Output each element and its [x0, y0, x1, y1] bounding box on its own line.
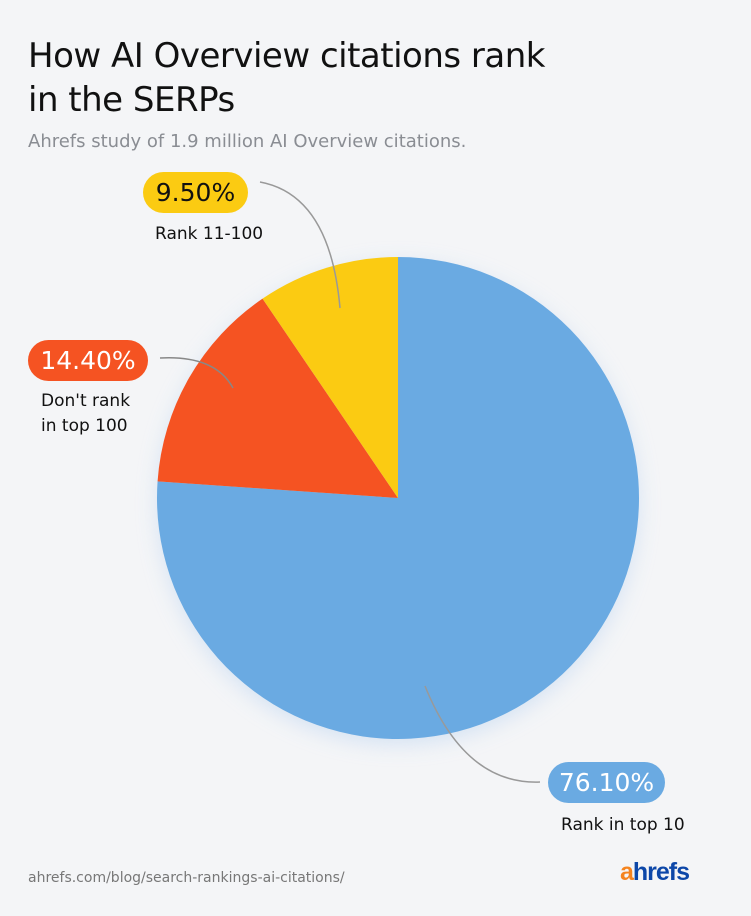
- pie-slice-rank-11-100: [262, 257, 398, 498]
- leader-line-top-10: [424, 685, 541, 783]
- title-line-2: in the SERPs: [28, 80, 235, 120]
- pie-slice-rank-in-top-10: [156, 257, 639, 739]
- title-line-1: How AI Overview citations rank: [28, 36, 545, 76]
- chart-subtitle: Ahrefs study of 1.9 million AI Overview …: [28, 131, 467, 152]
- source-url: ahrefs.com/blog/search-rankings-ai-citat…: [28, 870, 345, 886]
- logo-a: a: [620, 858, 634, 886]
- data-label-top-10: 76.10%: [548, 762, 665, 803]
- leader-line-dont-rank: [159, 357, 234, 389]
- chart-title: How AI Overview citations rank in the SER…: [28, 34, 545, 122]
- leader-line-rank-11-100: [259, 181, 341, 309]
- slice-label-rank-11-100: Rank 11-100: [155, 224, 264, 244]
- data-label-rank-11-100: 9.50%: [143, 172, 248, 213]
- data-label-dont-rank: 14.40%: [28, 340, 148, 381]
- label-line-2: in top 100: [41, 416, 128, 436]
- label-line-1: Don't rank: [41, 391, 131, 411]
- slice-label-top-10: Rank in top 10: [561, 815, 685, 835]
- slice-label-dont-rank: Don't rank in top 100: [41, 389, 130, 439]
- pie-slice-don-t-rank-in-top-100: [157, 298, 398, 498]
- ahrefs-logo: ahrefs: [620, 858, 690, 887]
- logo-rest: hrefs: [632, 858, 690, 886]
